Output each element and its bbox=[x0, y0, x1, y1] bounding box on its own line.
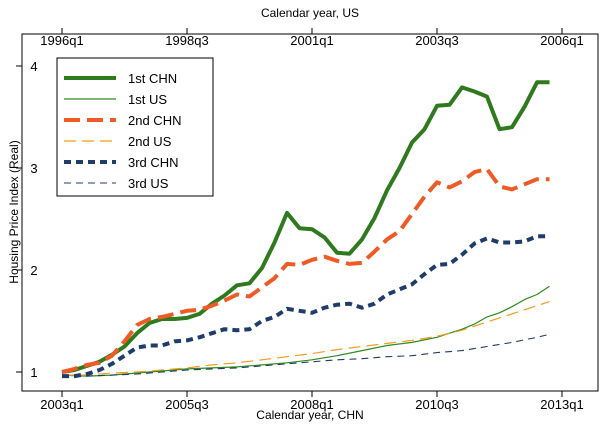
legend-label: 1st US bbox=[128, 92, 167, 107]
y-tick-label: 3 bbox=[30, 161, 37, 176]
top-tick-label: 2006q1 bbox=[540, 33, 583, 48]
series-line-2nd-us bbox=[62, 301, 550, 376]
series-line-2nd-chn bbox=[61, 167, 550, 374]
legend-box bbox=[56, 57, 214, 197]
bottom-tick-label: 2013q1 bbox=[540, 397, 583, 412]
series-line-1st-chn bbox=[61, 80, 550, 374]
legend: 1st CHN 1st US 2nd CHN 2nd US 3rd CHN 3rd US bbox=[56, 57, 214, 197]
legend-label: 3rd CHN bbox=[128, 155, 179, 170]
legend-label: 1st CHN bbox=[128, 71, 177, 86]
legend-label: 2nd US bbox=[128, 134, 172, 149]
top-tick-label: 2003q3 bbox=[415, 33, 458, 48]
bottom-tick-label: 2003q1 bbox=[40, 397, 83, 412]
bottom-axis-title: Calendar year, CHN bbox=[256, 408, 363, 422]
y-tick-label: 4 bbox=[30, 59, 37, 74]
series-lines bbox=[61, 80, 550, 379]
series-line-1st-us bbox=[61, 285, 550, 377]
axis-ticks: 2003q1 2005q3 2008q1 2010q3 2013q1 1996q1 1998… bbox=[16, 28, 584, 412]
legend-label: 3rd US bbox=[128, 176, 169, 191]
legend-label: 2nd CHN bbox=[128, 113, 181, 128]
series-line-3rd-chn bbox=[62, 234, 550, 379]
y-tick-label: 1 bbox=[30, 365, 37, 380]
top-tick-label: 1998q3 bbox=[165, 33, 208, 48]
legend-entries: 1st CHN 1st US 2nd CHN 2nd US 3rd CHN 3rd US bbox=[64, 71, 181, 191]
top-tick-label: 2001q1 bbox=[290, 33, 333, 48]
bottom-tick-label: 2008q1 bbox=[290, 397, 333, 412]
top-axis-title: Calendar year, US bbox=[261, 6, 359, 20]
bottom-tick-label: 2010q3 bbox=[415, 397, 458, 412]
y-axis-title: Housing Price Index (Real) bbox=[7, 140, 21, 283]
top-tick-label: 1996q1 bbox=[40, 33, 83, 48]
y-tick-label: 2 bbox=[30, 263, 37, 278]
bottom-tick-label: 2005q3 bbox=[165, 397, 208, 412]
